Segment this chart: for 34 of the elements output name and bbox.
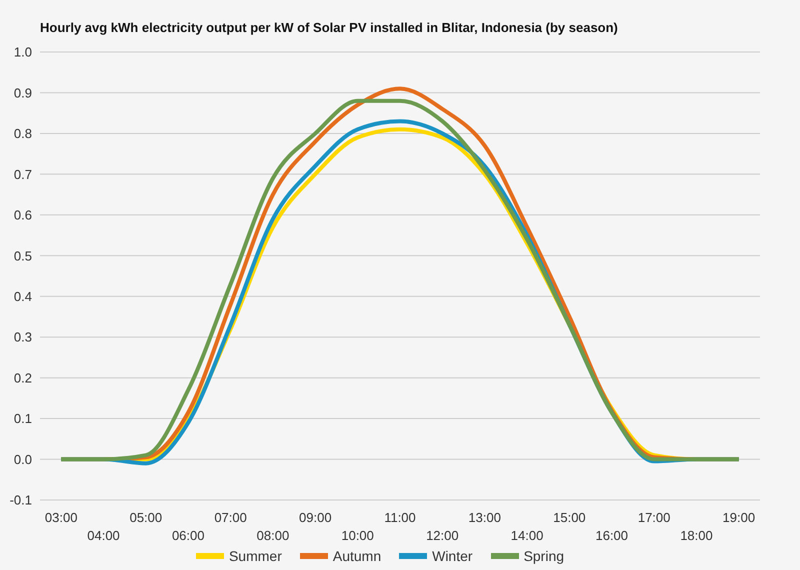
x-tick-label: 10:00 (341, 528, 374, 543)
x-tick-label: 11:00 (384, 510, 416, 525)
x-tick-label: 12:00 (426, 528, 459, 543)
x-tick-label: 05:00 (130, 510, 162, 525)
y-tick-label: 1.0 (14, 44, 32, 60)
x-tick-label: 19:00 (722, 510, 756, 525)
x-tick-label: 13:00 (468, 510, 501, 525)
y-tick-label: 0.0 (14, 452, 32, 467)
x-tick-label: 17:00 (638, 510, 670, 525)
y-tick-label: 0.4 (14, 288, 32, 304)
x-tick-label: 03:00 (44, 510, 78, 525)
x-tick-label: 09:00 (299, 510, 332, 525)
legend-label: Spring (522, 548, 564, 564)
legend-label: Winter (431, 548, 473, 564)
y-tick-label: 0.3 (14, 330, 32, 345)
y-tick-label: -0.1 (10, 492, 32, 508)
x-tick-label: 16:00 (595, 528, 628, 543)
legend-label: Summer (228, 548, 282, 564)
x-tick-label: 06:00 (172, 528, 205, 543)
x-tick-label: 04:00 (87, 528, 120, 543)
y-tick-label: 0.6 (14, 208, 32, 223)
x-tick-label: 15:00 (553, 510, 586, 525)
x-tick-label: 14:00 (510, 528, 544, 543)
y-tick-label: 0.5 (14, 248, 32, 264)
y-tick-label: 0.8 (14, 126, 32, 142)
y-tick-label: 0.2 (14, 370, 32, 386)
x-tick-label: 18:00 (680, 528, 713, 543)
legend-label: Autumn (332, 548, 382, 564)
y-tick-label: 0.9 (14, 85, 32, 100)
y-tick-label: 0.1 (14, 411, 32, 426)
y-tick-label: 0.7 (14, 166, 32, 182)
chart-title: Hourly avg kWh electricity output per kW of Solar PV installed in Blitar, Indonesia (by season) (40, 20, 618, 35)
x-tick-label: 08:00 (256, 528, 290, 543)
x-tick-label: 07:00 (214, 510, 247, 525)
